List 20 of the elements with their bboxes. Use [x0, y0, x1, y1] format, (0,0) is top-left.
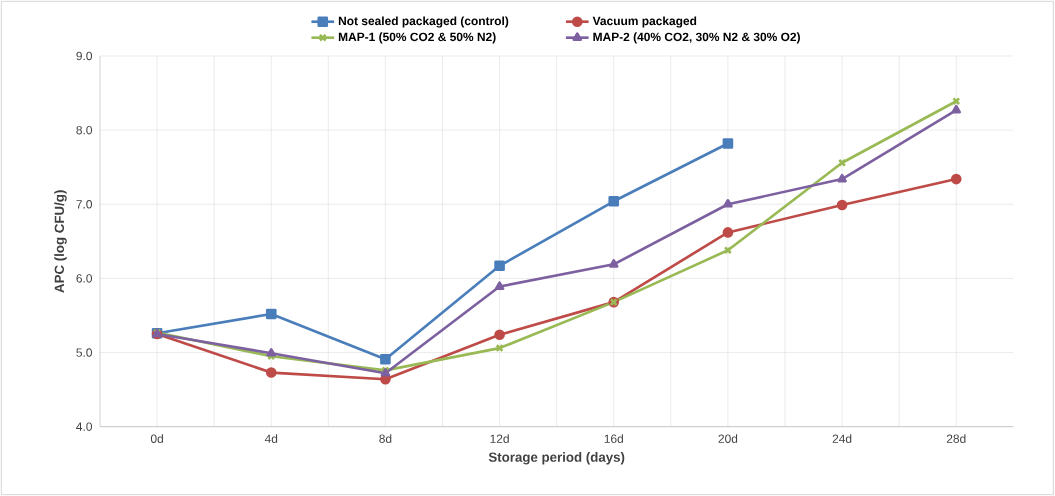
- y-tick-label: 5.0: [76, 348, 93, 357]
- y-tick-label: 9.0: [76, 51, 93, 61]
- y-tick-label: 7.0: [76, 200, 93, 209]
- x-tick-label: 24d: [832, 434, 852, 443]
- legend-label: Vacuum packaged: [592, 16, 697, 28]
- legend-label: Not sealed packaged (control): [338, 16, 509, 28]
- x-tick-label: 20d: [718, 434, 738, 443]
- y-tick-label: 6.0: [76, 274, 93, 283]
- x-tick-label: 28d: [946, 434, 966, 443]
- y-tick-label: 8.0: [76, 125, 93, 135]
- x-axis-title: Storage period (days): [488, 452, 625, 465]
- x-tick-label: 8d: [379, 434, 392, 443]
- x-tick-label: 16d: [604, 434, 623, 443]
- x-tick-label: 12d: [490, 434, 509, 443]
- y-tick-label: 4.0: [76, 422, 93, 431]
- legend-label: MAP-1 (50% CO2 & 50% N2): [338, 32, 496, 44]
- x-tick-label: 4d: [264, 434, 278, 443]
- y-axis-title: APC (log CFU/g): [54, 190, 67, 293]
- x-tick-label: 0d: [150, 434, 163, 443]
- legend-label: MAP-2 (40% CO2, 30% N2 & 30% O2): [593, 32, 800, 44]
